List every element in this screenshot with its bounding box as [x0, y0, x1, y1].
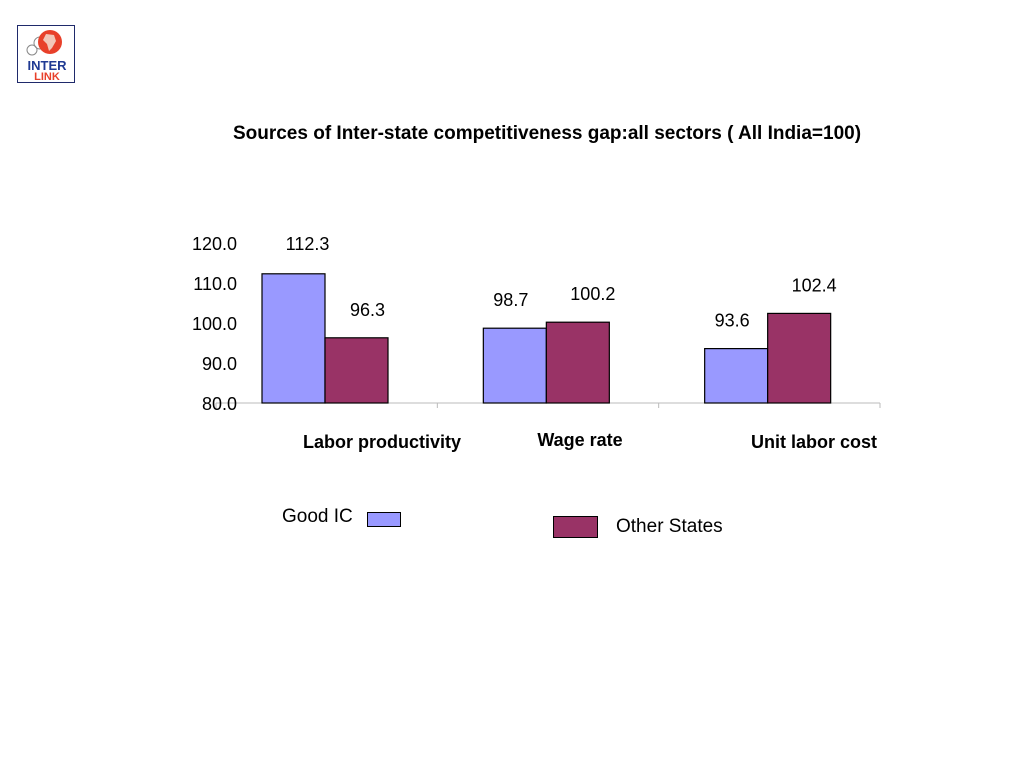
bar-other-states — [545, 321, 610, 404]
data-label: 100.2 — [570, 284, 615, 304]
logo-graphic: INTER LINK — [26, 30, 68, 83]
category-label: Unit labor cost — [751, 432, 877, 452]
data-label: 93.6 — [715, 311, 750, 331]
data-label: 112.3 — [286, 234, 330, 254]
y-tick-label: 120.0 — [192, 234, 237, 254]
chart-title: Sources of Inter-state competitiveness g… — [232, 123, 862, 144]
y-tick-label: 90.0 — [202, 354, 237, 374]
bar-other-states — [324, 337, 389, 404]
category-label: Wage rate — [537, 430, 622, 450]
legend-swatch-other-states — [553, 516, 598, 538]
bar-good-ic — [261, 273, 326, 404]
interlink-logo: INTER LINK — [17, 25, 75, 83]
y-tick-label: 100.0 — [192, 314, 237, 334]
legend-label-good-ic: Good IC — [282, 506, 353, 527]
category-label: Labor productivity — [303, 432, 461, 452]
data-label: 102.4 — [792, 275, 837, 295]
legend-item-good-ic: Good IC — [282, 506, 401, 528]
legend-swatch-good-ic — [366, 511, 401, 527]
y-tick-label: 110.0 — [193, 274, 237, 294]
data-label: 96.3 — [350, 300, 385, 320]
bar-good-ic — [704, 348, 769, 404]
bar-good-ic — [482, 327, 547, 404]
bar-other-states — [767, 312, 832, 404]
y-tick-label: 80.0 — [202, 394, 237, 414]
data-label: 98.7 — [493, 290, 528, 310]
legend-label-other-states: Other States — [616, 516, 723, 537]
logo-text-bottom: LINK — [34, 71, 60, 83]
legend-item-other-states: Other States — [553, 516, 723, 538]
logo-text-top: INTER — [28, 58, 68, 73]
